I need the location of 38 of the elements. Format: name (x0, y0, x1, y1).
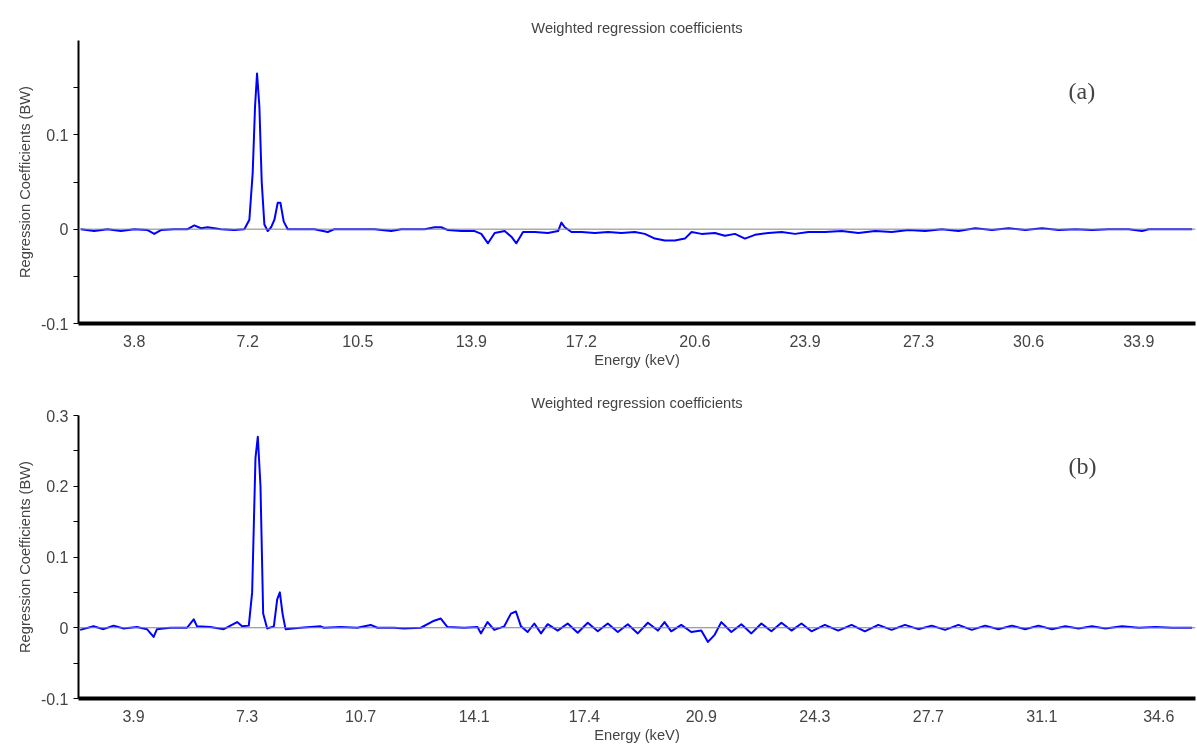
x-tick-label: 7.2 (236, 332, 259, 350)
x-tick-label: 27.3 (902, 332, 935, 350)
y-axis-title: Regression Coefficients (BW) (16, 86, 33, 278)
x-tick-label: 34.6 (1143, 707, 1175, 725)
y-tick-label: 0.1 (46, 549, 69, 566)
x-tick-label: 10.7 (345, 707, 377, 725)
annotation: (b) (1068, 452, 1097, 479)
x-axis-title: Energy (keV) (594, 351, 680, 368)
y-tick-label: 0 (59, 221, 69, 239)
chart-title: Weighted regression coefficients (531, 394, 743, 411)
x-tick-label: 3.9 (122, 707, 145, 725)
x-tick-label: 7.3 (236, 707, 259, 725)
x-tick-label: 14.1 (458, 707, 490, 725)
x-tick-label: 33.9 (1123, 332, 1155, 350)
x-tick-label: 31.1 (1026, 707, 1058, 725)
x-tick-label: 23.9 (789, 332, 821, 350)
y-tick-label: -0.1 (40, 315, 69, 333)
y-tick-label: -0.1 (40, 690, 69, 708)
x-tick-label: 20.6 (679, 332, 711, 350)
y-axis-title: Regression Coefficients (BW) (16, 461, 33, 653)
x-tick-label: 20.9 (685, 707, 717, 725)
x-tick-label: 27.7 (912, 707, 945, 725)
y-tick-label: 0.1 (46, 126, 69, 144)
annotation: (a) (1068, 77, 1096, 104)
x-tick-label: 17.2 (565, 332, 598, 350)
x-tick-label: 30.6 (1013, 332, 1045, 350)
y-tick-label: 0 (59, 619, 69, 637)
y-tick-label: 0.3 (46, 407, 69, 425)
x-axis-title: Energy (keV) (594, 726, 680, 743)
x-tick-label: 13.9 (455, 332, 487, 350)
x-tick-label: 3.8 (123, 332, 146, 350)
x-tick-label: 10.5 (342, 332, 374, 350)
y-tick-label: 0.2 (46, 478, 69, 496)
x-tick-label: 24.3 (799, 707, 831, 725)
x-tick-label: 17.4 (568, 707, 601, 725)
line-series (79, 435, 1194, 643)
line-series (79, 72, 1194, 245)
chart-title: Weighted regression coefficients (531, 19, 743, 36)
